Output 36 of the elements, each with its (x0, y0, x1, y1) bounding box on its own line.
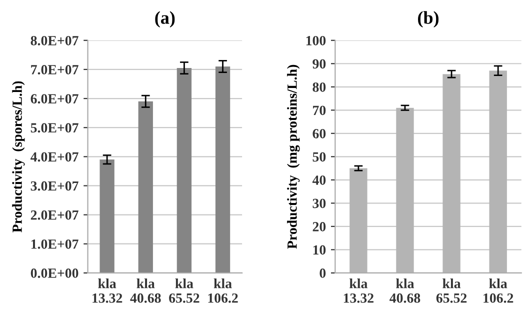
y-tick-label: 50 (312, 152, 326, 162)
x-tick-label: kla 40.68 (390, 278, 420, 303)
x-tick-label: kla 13.32 (92, 278, 122, 303)
y-tick-label: 60 (312, 128, 326, 138)
y-axis-title: Productivity (mg proteins/L.h) (287, 64, 300, 249)
y-axis-title: Productivity (spores/L.h) (12, 81, 25, 232)
y-tick-label: 80 (312, 82, 326, 92)
y-tick-label: 2.0E+07 (30, 210, 78, 220)
x-tick-label: kla 40.68 (130, 278, 161, 303)
chart-title: (a) (155, 11, 175, 28)
x-tick-label: kla 106.2 (208, 278, 238, 303)
y-tick-label: 7.0E+07 (31, 65, 78, 74)
bar (215, 66, 230, 273)
y-tick-label: 5.0E+07 (30, 123, 78, 133)
x-tick-label: kla 65.52 (436, 278, 467, 303)
y-tick-label: 10 (313, 245, 326, 255)
y-tick-label: 40 (312, 175, 326, 185)
y-tick-label: 70 (313, 106, 326, 116)
bar (176, 68, 192, 273)
y-tick-label: 3.0E+07 (30, 181, 78, 191)
y-tick-label: 20 (312, 222, 326, 232)
y-tick-label: 90 (312, 59, 326, 69)
y-tick-label: 100 (306, 36, 326, 46)
y-tick-label: 1.0E+07 (31, 239, 78, 249)
chart-title: (b) (418, 11, 438, 28)
bar (100, 160, 114, 273)
x-tick-label: kla 106.2 (484, 278, 514, 303)
x-tick-label: kla 65.52 (169, 278, 200, 303)
y-tick-label: 4.0E+07 (30, 152, 78, 162)
y-tick-label: 0.0E+00 (30, 268, 78, 278)
y-tick-label: 6.0E+07 (30, 94, 78, 104)
y-tick-label: 30 (312, 198, 326, 208)
y-tick-label: 8.0E+07 (30, 36, 78, 46)
y-tick-label: 0 (320, 268, 326, 278)
bar (138, 101, 153, 273)
x-tick-label: kla 13.32 (344, 278, 374, 303)
